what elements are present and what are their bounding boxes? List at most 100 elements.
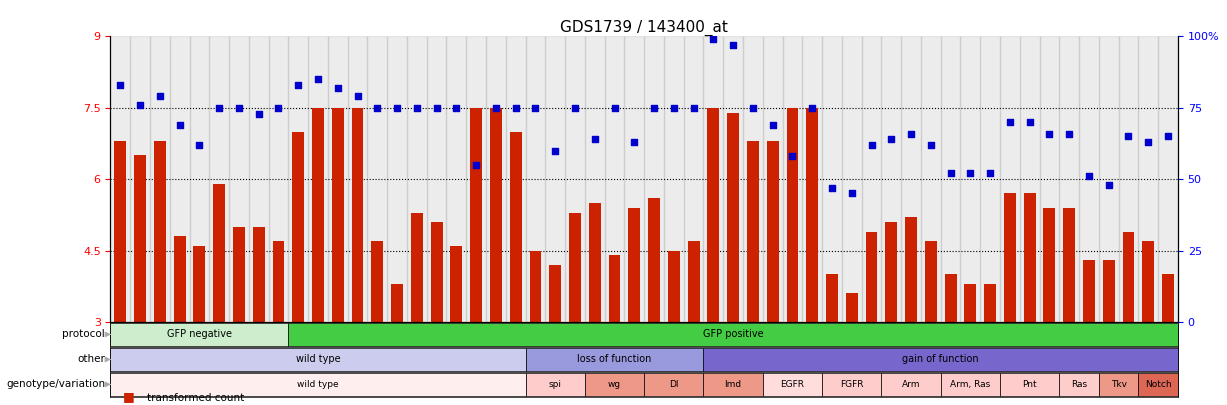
Bar <box>703 36 723 322</box>
Bar <box>886 222 897 322</box>
Text: Arm: Arm <box>902 380 920 389</box>
Bar <box>687 241 699 322</box>
Bar <box>347 36 367 322</box>
Point <box>110 82 130 88</box>
Point <box>308 76 328 83</box>
Bar <box>1079 36 1099 322</box>
Bar <box>506 36 525 322</box>
Bar <box>210 36 229 322</box>
Point <box>842 190 861 197</box>
Bar <box>763 36 783 322</box>
Point <box>150 93 169 100</box>
Bar <box>431 222 443 322</box>
Bar <box>114 141 126 322</box>
Bar <box>728 113 739 322</box>
Bar <box>229 36 249 322</box>
Point <box>447 104 466 111</box>
Bar <box>961 36 980 322</box>
Point <box>1020 119 1039 125</box>
Bar <box>509 132 521 322</box>
Text: gain of function: gain of function <box>902 354 979 364</box>
Bar <box>783 36 802 322</box>
Bar <box>530 251 541 322</box>
Text: wg: wg <box>607 380 621 389</box>
Bar <box>628 208 640 322</box>
Point <box>980 170 1000 177</box>
Text: GFP negative: GFP negative <box>167 329 232 339</box>
FancyBboxPatch shape <box>941 373 1000 396</box>
Bar <box>664 36 683 322</box>
Bar <box>153 141 166 322</box>
Bar <box>980 36 1000 322</box>
Bar <box>352 108 363 322</box>
Point <box>367 104 387 111</box>
Bar <box>925 241 936 322</box>
Bar <box>1162 274 1174 322</box>
FancyBboxPatch shape <box>644 373 703 396</box>
Bar <box>767 141 779 322</box>
Bar <box>708 108 719 322</box>
Bar <box>1059 36 1079 322</box>
Point <box>861 142 881 148</box>
Text: wild type: wild type <box>296 354 340 364</box>
Bar <box>269 36 288 322</box>
Bar <box>683 36 703 322</box>
Point <box>1079 173 1098 179</box>
Point <box>605 104 625 111</box>
Point <box>921 142 941 148</box>
FancyBboxPatch shape <box>585 373 644 396</box>
Bar <box>1023 194 1036 322</box>
Bar <box>822 36 842 322</box>
FancyBboxPatch shape <box>288 323 1178 346</box>
Bar <box>312 108 324 322</box>
Bar <box>1139 36 1158 322</box>
Bar <box>921 36 941 322</box>
Point <box>506 104 525 111</box>
Bar <box>941 36 961 322</box>
Bar <box>648 198 660 322</box>
Bar <box>545 36 566 322</box>
FancyBboxPatch shape <box>110 323 288 346</box>
Point <box>1139 139 1158 145</box>
Title: GDS1739 / 143400_at: GDS1739 / 143400_at <box>561 20 728 36</box>
Bar <box>609 255 621 322</box>
Point <box>625 139 644 145</box>
Point <box>388 104 407 111</box>
Text: Imd: Imd <box>725 380 741 389</box>
FancyBboxPatch shape <box>1059 373 1099 396</box>
Bar <box>845 293 858 322</box>
Bar <box>331 108 344 322</box>
FancyBboxPatch shape <box>822 373 881 396</box>
Text: FGFR: FGFR <box>840 380 864 389</box>
Point <box>1119 133 1139 140</box>
Text: wild type: wild type <box>297 380 339 389</box>
Bar <box>945 274 957 322</box>
FancyBboxPatch shape <box>881 373 941 396</box>
Text: transformed count: transformed count <box>147 393 244 403</box>
Text: Pnt: Pnt <box>1022 380 1037 389</box>
FancyBboxPatch shape <box>1000 373 1059 396</box>
Bar <box>249 36 269 322</box>
Bar <box>525 36 545 322</box>
Bar <box>1064 208 1075 322</box>
Point <box>407 104 427 111</box>
Point <box>881 136 901 143</box>
Bar <box>466 36 486 322</box>
Point <box>1158 133 1178 140</box>
Point <box>1099 182 1119 188</box>
Point <box>210 104 229 111</box>
Bar <box>723 36 744 322</box>
Bar <box>490 108 502 322</box>
Bar <box>747 141 758 322</box>
Text: EGFR: EGFR <box>780 380 805 389</box>
Point <box>723 42 742 48</box>
FancyBboxPatch shape <box>525 373 585 396</box>
Bar <box>407 36 427 322</box>
Bar <box>288 36 308 322</box>
Bar <box>1158 36 1178 322</box>
Text: other: other <box>77 354 106 364</box>
FancyBboxPatch shape <box>525 348 703 371</box>
Bar <box>901 36 921 322</box>
Point <box>783 153 802 160</box>
Bar <box>569 213 580 322</box>
